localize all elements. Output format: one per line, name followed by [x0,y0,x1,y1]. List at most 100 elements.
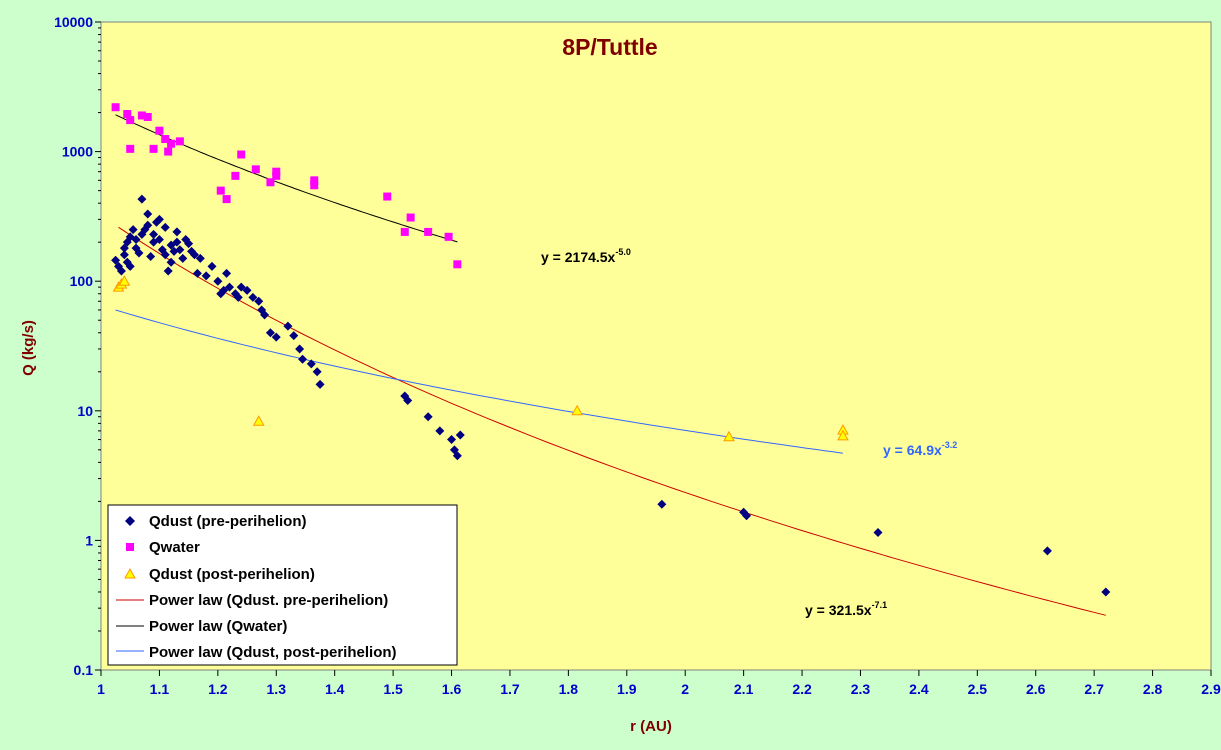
x-tick-label: 1 [97,681,105,697]
x-tick-label: 1.8 [559,681,579,697]
x-tick-label: 1.3 [267,681,287,697]
point-water [137,111,146,120]
point-dust-pre [403,396,413,406]
point-dust-pre [178,253,188,263]
point-dust-pre [315,379,325,389]
point-water [251,165,260,174]
y-tick-label: 1 [85,532,93,548]
legend-marker-water [126,543,134,551]
legend-label-fit-water: Power law (Qwater) [149,618,287,635]
point-dust-pre [125,261,135,271]
legend-label-dust-pre: Qdust (pre-perihelion) [149,513,307,530]
legend-label-fit-dust-pre: Power law (Qdust. pre-perihelion) [149,592,388,609]
point-dust-pre [175,245,185,255]
point-dust-pre [201,271,211,281]
point-dust-post [252,415,265,426]
point-water [406,213,415,222]
point-dust-pre [146,252,156,262]
point-dust-pre [222,268,232,278]
point-dust-pre [225,282,235,292]
point-water [400,227,409,236]
point-dust-pre [298,354,308,364]
point-water [272,167,281,176]
point-dust-pre [236,282,246,292]
point-dust-pre [242,285,252,295]
x-axis-ticks: 1 1.1 1.2 1.3 1.4 1.5 1.6 1.7 1.8 1.9 2 2.1 2.2 2.3 2.… [97,670,1221,697]
point-dust-pre [149,229,159,239]
point-dust-pre [657,499,667,509]
fit-line-2 [115,309,843,454]
point-dust-pre [131,234,141,244]
point-dust-post [837,429,849,441]
y-tick-label: 10 [77,403,93,419]
point-water [155,126,164,135]
x-tick-label: 1.2 [208,681,228,697]
point-water [272,171,281,180]
legend-marker-dust-post [124,567,136,579]
point-dust-pre [452,451,462,461]
x-tick-label: 2.4 [909,681,929,697]
point-dust-pre [260,310,270,320]
point-dust-pre [455,430,465,440]
legend: Qdust (pre-perihelion) Qwater Qdust (pos… [107,504,458,666]
x-axis-label: r (AU) [630,718,672,735]
point-water [266,178,275,187]
point-dust-pre [423,412,433,422]
point-dust-pre [143,209,153,219]
x-tick-label: 2.5 [968,681,988,697]
y-axis-ticks: 0.1 1 10 100 1000 10000 [54,14,101,678]
point-dust-pre [873,528,883,538]
y-tick-label: 10000 [54,14,93,30]
point-dust-pre [233,292,243,302]
point-dust-pre [119,250,129,260]
point-dust-post [571,404,583,416]
data-points [111,103,1111,597]
point-dust-pre [295,344,305,354]
point-water [123,110,132,119]
point-water [222,195,231,204]
legend-label-water: Qwater [149,539,200,556]
point-dust-pre [248,292,258,302]
point-dust-pre [447,435,457,445]
point-dust-pre [192,268,202,278]
point-water [444,232,453,241]
point-dust-pre [271,332,281,342]
point-dust-pre [116,266,126,276]
point-water [167,139,176,148]
point-dust-pre [172,237,182,247]
point-dust-pre [128,225,138,235]
legend-box [107,504,458,666]
point-dust-pre [435,426,445,436]
x-tick-label: 2.3 [851,681,871,697]
x-tick-label: 2.7 [1084,681,1104,697]
point-water [310,176,319,185]
point-water [237,150,246,159]
point-water [175,137,184,146]
point-dust-post [118,275,131,286]
point-water [231,171,240,180]
point-water [216,186,225,195]
point-dust-pre [283,321,293,331]
point-dust-pre [166,257,176,267]
x-tick-label: 2.8 [1143,681,1163,697]
x-tick-label: 2.1 [734,681,754,697]
point-dust-pre [163,266,173,276]
point-dust-pre [254,296,264,306]
legend-label-fit-dust-post: Power law (Qdust, post-perihelion) [149,644,397,661]
point-dust-pre [154,234,164,244]
legend-label-dust-post: Qdust (post-perihelion) [149,566,315,583]
x-tick-label: 1.6 [442,681,462,697]
x-tick-label: 2 [681,681,689,697]
chart-title: 8P/Tuttle [562,34,657,60]
equation-water: y = 2174.5x-5.0 [541,247,631,265]
x-tick-label: 1.5 [383,681,403,697]
y-axis-label: Q (kg/s) [20,320,37,376]
point-dust-pre [137,194,147,204]
x-tick-label: 2.9 [1201,681,1221,697]
x-tick-label: 1.7 [500,681,520,697]
point-dust-pre [213,276,223,286]
point-dust-pre [306,359,316,369]
point-water [149,144,158,153]
point-dust-pre [154,214,164,224]
